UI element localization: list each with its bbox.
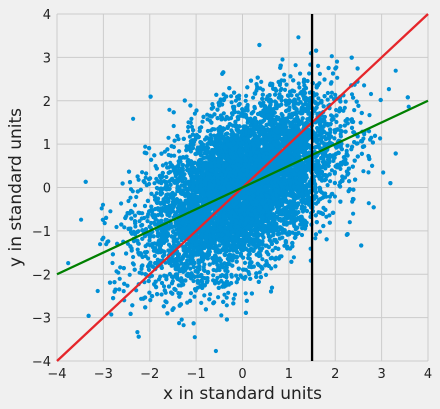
scatter-point [327,199,332,204]
scatter-point [291,255,296,260]
scatter-point [211,273,216,278]
scatter-point [328,179,333,184]
scatter-point [177,321,182,326]
scatter-point [134,194,139,200]
scatter-point [325,90,330,96]
scatter-point [229,100,234,105]
scatter-point [280,57,285,62]
scatter-point [100,202,106,207]
scatter-point [332,194,337,199]
scatter-point [122,225,127,230]
scatter-point [296,35,301,40]
scatter-point [293,63,298,68]
scatter-point [246,269,251,275]
scatter-point [161,284,167,289]
scatter-point [243,98,248,103]
scatter-point [366,201,371,206]
scatter-point [117,276,122,281]
scatter-point [219,313,224,318]
scatter-point [263,272,269,277]
scatter-point [212,127,217,132]
scatter-point [317,71,322,76]
scatter-point [79,217,84,222]
scatter-point [244,93,249,98]
scatter-point [140,170,145,175]
scatter-point [221,111,226,116]
scatter-point [335,75,340,80]
scatter-point [200,119,205,124]
scatter-point [135,330,140,335]
scatter-point [368,137,373,142]
scatter-point [148,298,153,303]
scatter-point [316,63,321,68]
scatter-point [152,253,157,258]
scatter-point [125,283,130,288]
scatter-point [226,290,231,295]
scatter-point [205,128,210,134]
scatter-point [181,323,186,328]
scatter-point [279,98,284,103]
scatter-point [316,96,321,101]
scatter-point [208,128,214,133]
scatter-point [222,292,227,297]
scatter-point [361,169,366,174]
scatter-point [213,348,218,354]
scatter-point [284,82,289,87]
scatter-point [118,265,123,270]
scatter-point [345,143,350,148]
scatter-point [305,78,310,84]
scatter-point [192,335,197,340]
scatter-point [152,181,157,186]
scatter-point [143,175,148,180]
scatter-point [117,287,122,292]
scatter-point [119,201,124,206]
scatter-point [160,163,165,168]
scatter-point [127,272,132,277]
scatter-point [378,136,383,141]
scatter-point [171,123,176,129]
scatter-point [362,83,367,88]
scatter-point [208,132,213,138]
scatter-point [386,87,391,92]
scatter-point [66,261,71,266]
scatter-point [166,135,171,140]
scatter-point [185,129,191,134]
scatter-point [109,312,114,317]
scatter-point [257,270,262,275]
scatter-point [235,276,241,282]
scatter-point [351,211,356,216]
scatter-point [342,105,347,110]
scatter-point [188,291,194,296]
scatter-point [216,295,221,300]
scatter-point [108,209,113,214]
scatter-point [147,181,152,187]
scatter-point [317,229,322,234]
scatter-points [66,35,411,354]
scatter-point [192,294,197,299]
scatter-point [343,99,348,104]
scatter-point [231,296,236,301]
scatter-point [189,124,194,129]
scatter-point [102,221,107,226]
scatter-point [352,108,357,113]
scatter-point [234,273,239,278]
